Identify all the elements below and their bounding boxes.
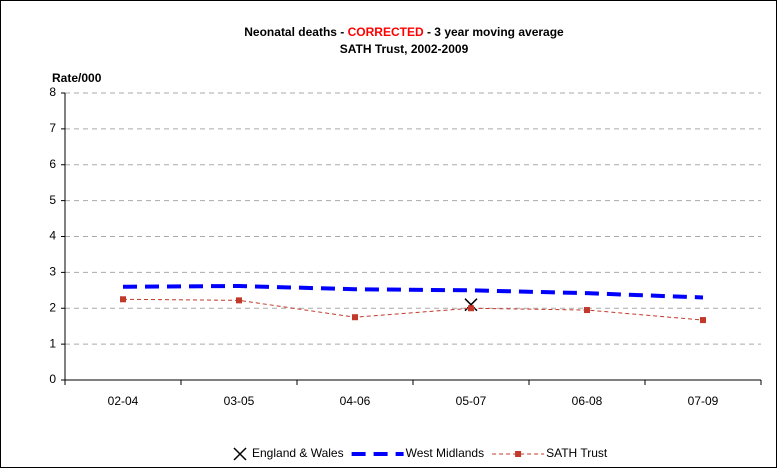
title-part: - 3 year moving average — [424, 25, 564, 39]
point-marker — [468, 305, 474, 312]
legend-label: West Midlands — [406, 446, 484, 460]
chart-title: Neonatal deaths - CORRECTED - 3 year mov… — [244, 25, 564, 39]
y-axis-label: Rate/000 — [52, 71, 102, 85]
chart-subtitle: SATH Trust, 2002-2009 — [340, 42, 469, 56]
legend-label: England & Wales — [252, 446, 344, 460]
y-tick-label: 2 — [49, 300, 56, 314]
x-tick-label: 06-08 — [572, 394, 603, 408]
y-tick-label: 8 — [49, 85, 56, 99]
legend-marker — [515, 451, 522, 457]
series-line — [122, 298, 704, 321]
legend-marker — [233, 447, 247, 461]
point-marker — [120, 296, 126, 303]
point-marker — [584, 307, 590, 314]
y-tick-label: 1 — [49, 336, 56, 350]
x-tick-label: 02-04 — [108, 394, 139, 408]
x-tick-label: 07-09 — [688, 394, 719, 408]
y-tick-label: 3 — [49, 265, 56, 279]
y-tick-label: 5 — [49, 193, 56, 207]
point-marker — [700, 317, 706, 324]
y-tick-label: 4 — [49, 229, 56, 243]
title-part: Neonatal deaths - — [244, 25, 347, 39]
x-tick-label: 03-05 — [224, 394, 255, 408]
x-tick-label: 04-06 — [340, 394, 371, 408]
x-tick-label: 05-07 — [456, 394, 487, 408]
title-highlight: CORRECTED — [348, 25, 424, 39]
series-line — [122, 284, 704, 300]
y-tick-label: 7 — [49, 121, 56, 135]
y-tick-label: 6 — [49, 157, 56, 171]
legend-label: SATH Trust — [546, 446, 608, 460]
y-tick-label: 0 — [49, 372, 56, 386]
point-marker — [352, 314, 358, 321]
point-marker — [236, 297, 242, 304]
